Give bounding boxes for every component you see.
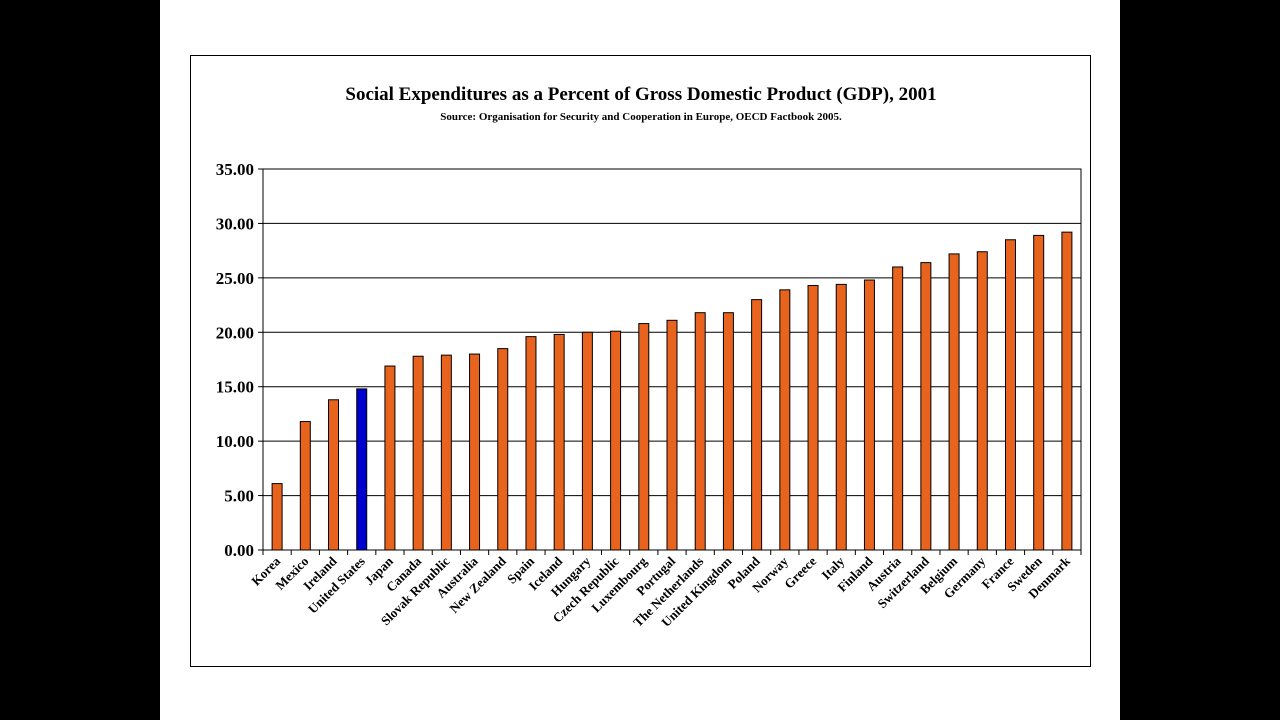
chart-frame: Social Expenditures as a Percent of Gros…: [190, 55, 1091, 667]
y-tick-label: 10.00: [216, 432, 254, 451]
bar-portugal: [666, 319, 678, 551]
chart-title: Social Expenditures as a Percent of Gros…: [345, 84, 936, 105]
x-tick-label: Greece: [781, 553, 819, 591]
plot-area-border: [262, 168, 1082, 551]
chart-subtitle: Source: Organisation for Security and Co…: [440, 111, 842, 123]
bar-spain: [525, 336, 537, 551]
y-tick-label: 20.00: [216, 323, 254, 342]
y-tick-label: 0.00: [224, 541, 254, 560]
y-tick-label: 25.00: [216, 269, 254, 288]
bar-hungary: [581, 331, 593, 551]
y-tick-label: 5.00: [224, 487, 254, 506]
bar-france: [1004, 239, 1016, 551]
bar-norway: [779, 289, 791, 551]
bar-italy: [835, 283, 847, 551]
bar-japan: [384, 365, 396, 551]
bar-canada: [412, 355, 424, 551]
bar-czech-republic: [610, 330, 622, 551]
y-tick-label: 15.00: [216, 378, 254, 397]
bar-new-zealand: [497, 348, 509, 551]
bar-sweden: [1033, 234, 1045, 551]
y-tick-label: 30.00: [216, 214, 254, 233]
bar-united-kingdom: [722, 312, 734, 551]
bar-austria: [892, 266, 904, 551]
bar-slovak-republic: [440, 354, 452, 551]
slide: Social Expenditures as a Percent of Gros…: [160, 0, 1120, 720]
y-tick-label: 35.00: [216, 160, 254, 179]
bar-iceland: [553, 333, 565, 551]
bar-ireland: [328, 399, 340, 551]
bar-finland: [863, 279, 875, 551]
bar-australia: [469, 353, 481, 551]
bars: [271, 231, 1073, 551]
bar-united-states: [356, 388, 368, 551]
bar-korea: [271, 483, 283, 551]
bar-belgium: [948, 253, 960, 551]
bar-germany: [976, 251, 988, 551]
bar-luxembourg: [638, 323, 650, 551]
bar-denmark: [1061, 231, 1073, 551]
bar-greece: [807, 284, 819, 551]
y-axis-ticks: 0.00 5.00 10.00 15.00 20.00 25.00 30.00 35.00: [216, 160, 263, 560]
bar-the-netherlands: [694, 312, 706, 551]
bar-chart: Social Expenditures as a Percent of Gros…: [216, 84, 1082, 630]
bar-mexico: [299, 421, 311, 551]
bar-poland: [751, 299, 763, 551]
bar-switzerland: [920, 262, 932, 551]
